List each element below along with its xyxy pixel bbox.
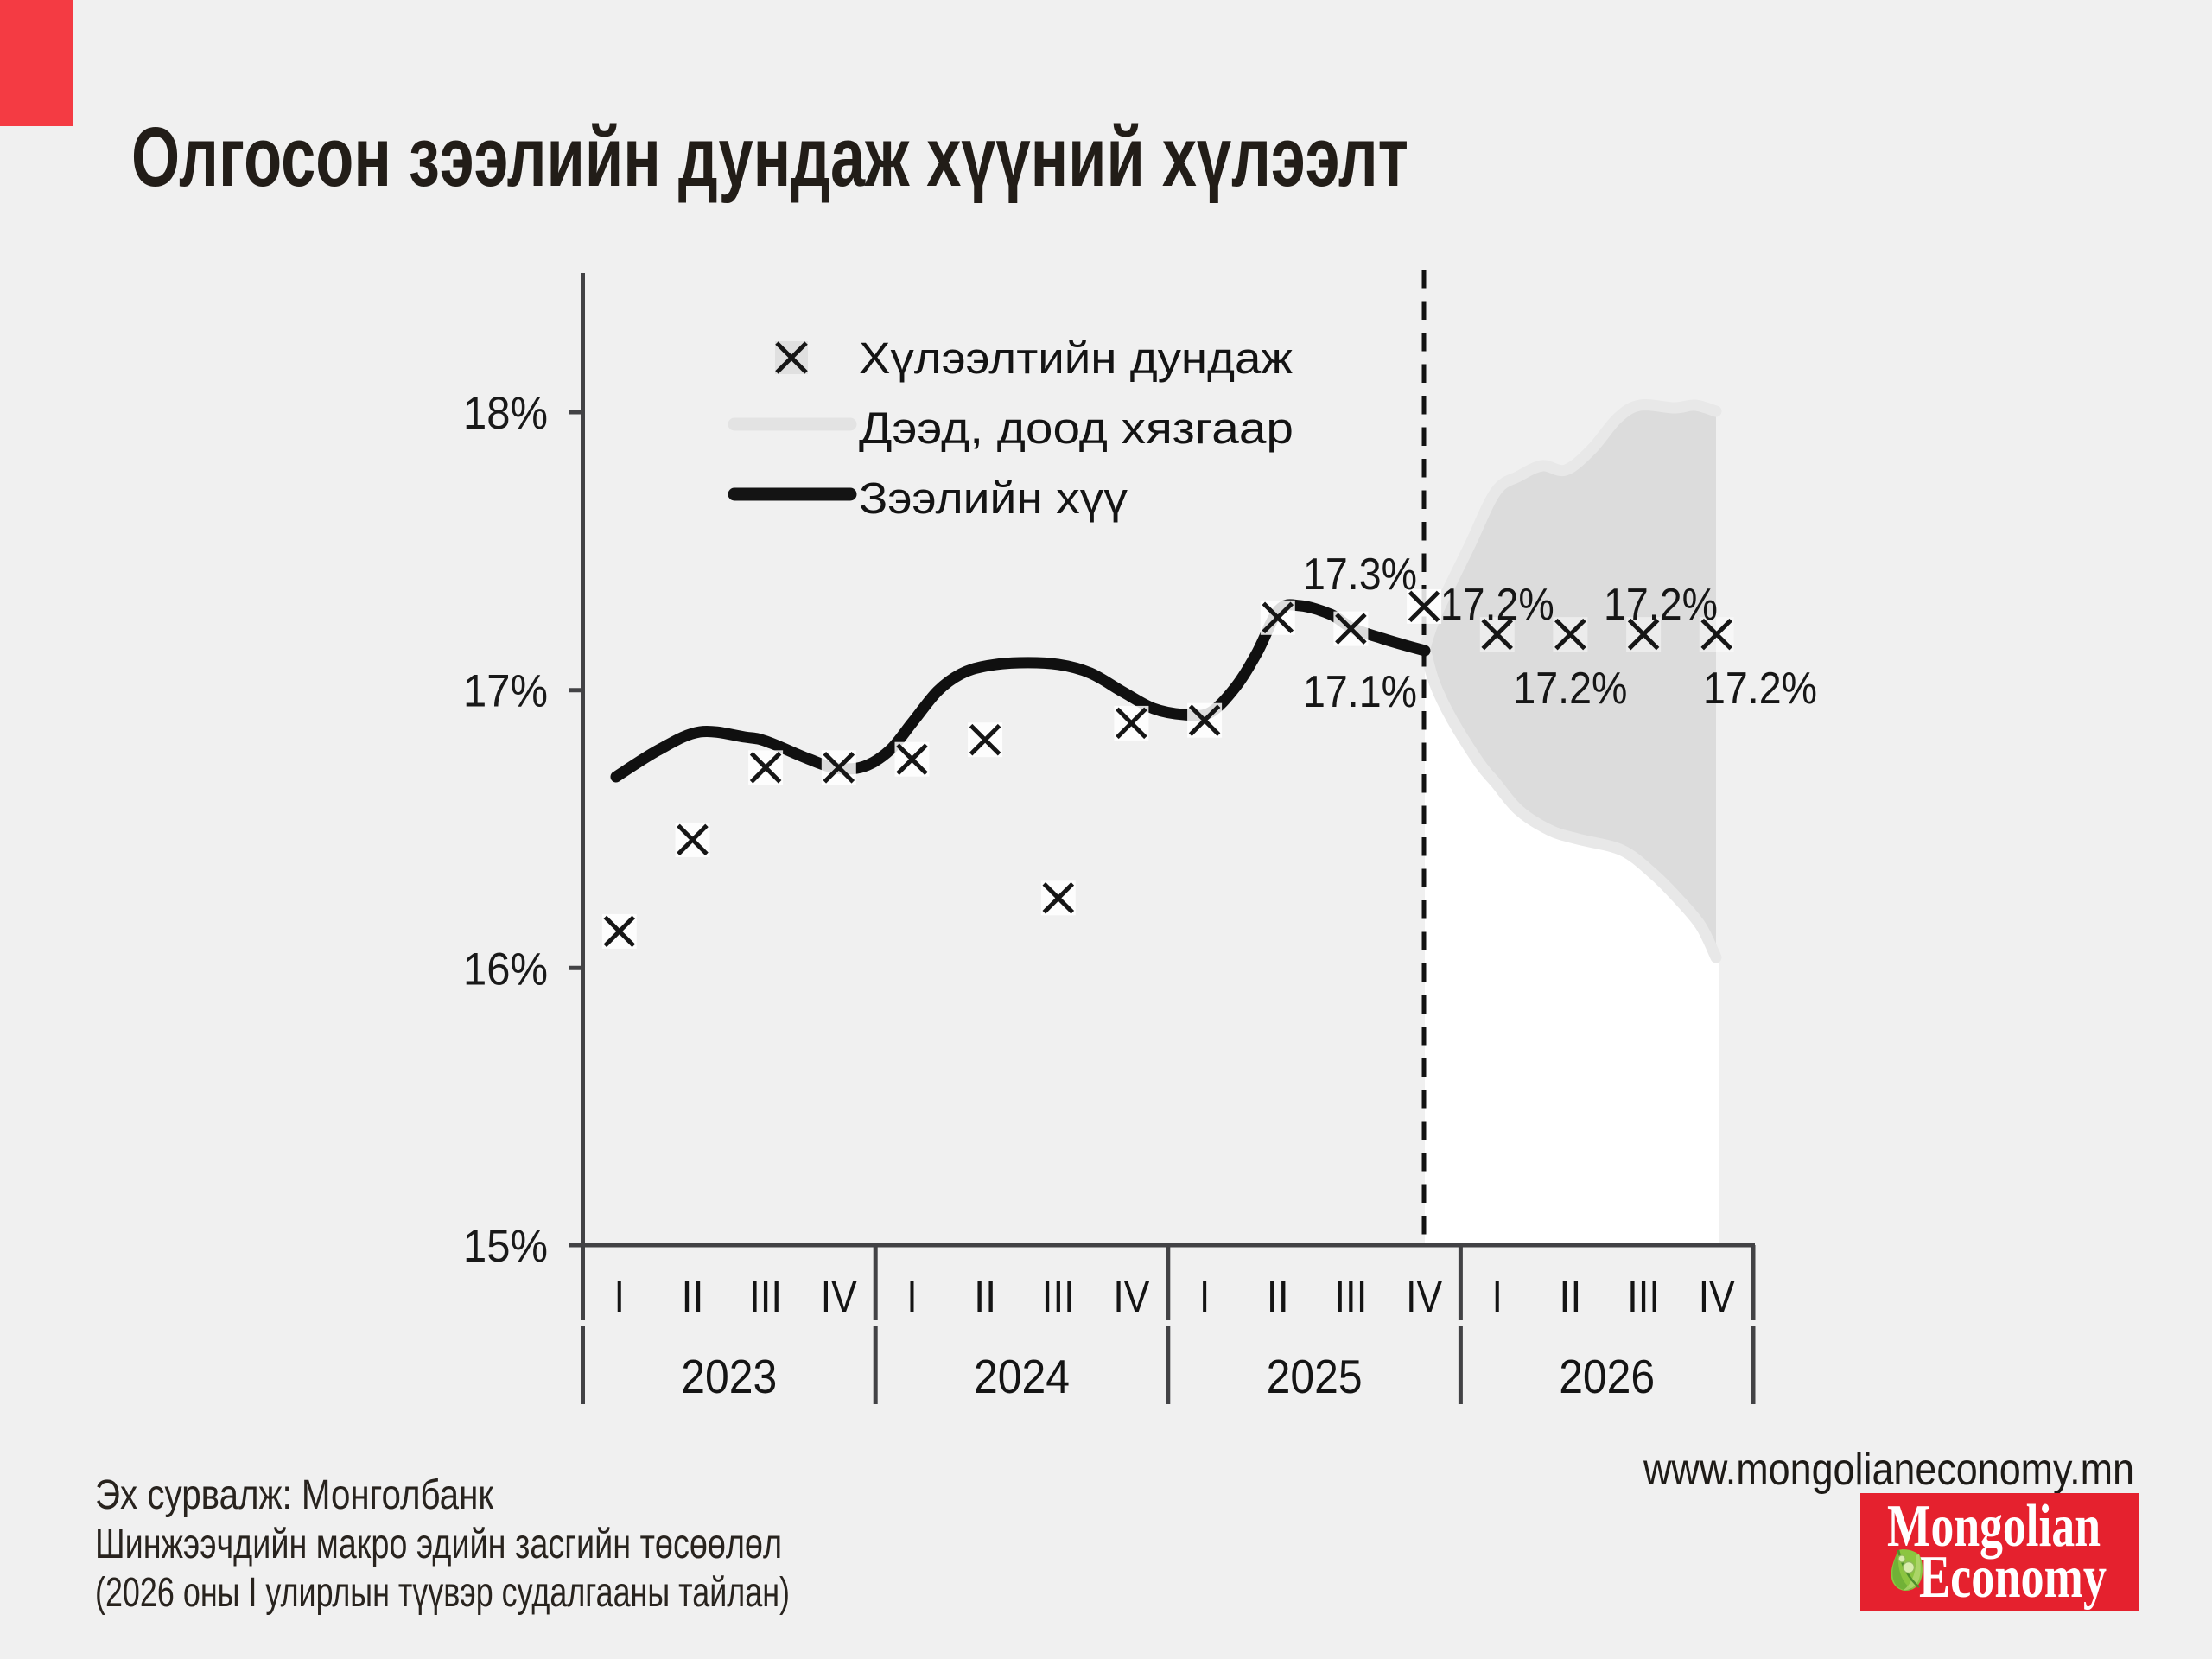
svg-text:www.mongolianeconomy.mn: www.mongolianeconomy.mn [1643, 1445, 2134, 1495]
svg-text:Эх сурвалж: Монголбанк: Эх сурвалж: Монголбанк [95, 1472, 494, 1518]
svg-text:2024: 2024 [974, 1350, 1070, 1403]
svg-text:2023: 2023 [681, 1350, 777, 1403]
svg-text:Хүлээлтийн дундаж: Хүлээлтийн дундаж [859, 334, 1293, 383]
svg-text:II: II [1267, 1272, 1289, 1321]
svg-text:Шинжээчдийн макро эдийн засгий: Шинжээчдийн макро эдийн засгийн төсөөлөл [95, 1522, 782, 1567]
svg-text:II: II [974, 1272, 996, 1321]
svg-text:17%: 17% [463, 666, 548, 717]
svg-text:2026: 2026 [1559, 1350, 1655, 1403]
svg-text:17.2%: 17.2% [1703, 664, 1817, 714]
svg-text:17.2%: 17.2% [1440, 580, 1554, 630]
svg-text:17.2%: 17.2% [1513, 664, 1627, 714]
svg-text:III: III [1627, 1272, 1660, 1321]
svg-text:III: III [749, 1272, 782, 1321]
svg-text:IV: IV [1699, 1272, 1735, 1321]
svg-text:Дээд, доод хязгаар: Дээд, доод хязгаар [859, 404, 1294, 453]
svg-text:IV: IV [821, 1272, 857, 1321]
svg-text:III: III [1042, 1272, 1075, 1321]
svg-text:Mongolian: Mongolian [1887, 1493, 2101, 1560]
svg-text:17.1%: 17.1% [1303, 667, 1417, 717]
svg-text:Олгосон зээлийн дундаж хүүний: Олгосон зээлийн дундаж хүүний хүлээлт [131, 110, 1408, 204]
svg-text:IV: IV [1113, 1272, 1149, 1321]
svg-text:18%: 18% [463, 388, 548, 439]
svg-text:(2026 оны I улирлын түүвэр суд: (2026 оны I улирлын түүвэр судалгааны та… [95, 1570, 790, 1616]
svg-text:17.2%: 17.2% [1604, 580, 1718, 630]
svg-text:II: II [1559, 1272, 1581, 1321]
svg-text:Economy: Economy [1919, 1544, 2107, 1611]
svg-text:I: I [1492, 1272, 1503, 1321]
svg-text:2025: 2025 [1267, 1350, 1363, 1403]
svg-text:15%: 15% [463, 1221, 548, 1272]
svg-text:I: I [907, 1272, 918, 1321]
svg-text:Зээлийн хүү: Зээлийн хүү [859, 474, 1128, 523]
svg-text:17.3%: 17.3% [1303, 550, 1417, 600]
svg-text:IV: IV [1406, 1272, 1442, 1321]
svg-text:I: I [1199, 1272, 1210, 1321]
svg-text:I: I [614, 1272, 625, 1321]
svg-text:16%: 16% [463, 944, 548, 995]
svg-text:III: III [1334, 1272, 1367, 1321]
svg-text:II: II [682, 1272, 704, 1321]
